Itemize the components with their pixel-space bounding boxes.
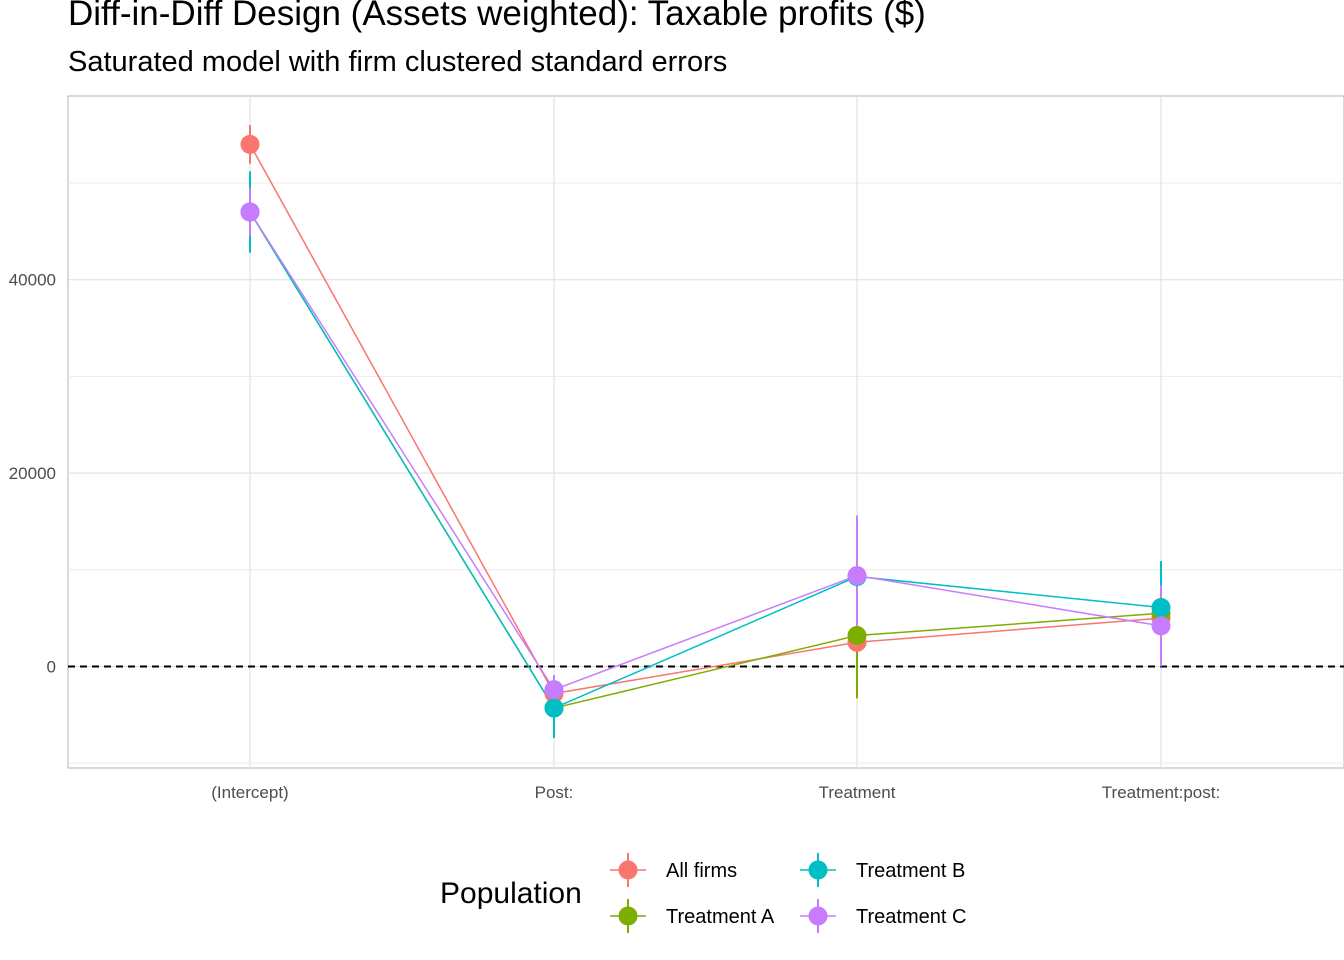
- legend-key-point: [618, 860, 638, 880]
- x-tick-label: (Intercept): [211, 783, 288, 802]
- chart-subtitle: Saturated model with firm clustered stan…: [68, 46, 728, 78]
- legend-label: Treatment B: [856, 860, 965, 882]
- data-point: [240, 134, 260, 154]
- legend-title: Population: [440, 877, 582, 910]
- y-tick-label: 20000: [9, 464, 56, 483]
- data-point: [847, 626, 867, 646]
- legend-item: Treatment B: [800, 853, 965, 887]
- legend-item: Treatment A: [610, 899, 775, 933]
- legend-key-point: [808, 906, 828, 926]
- data-point: [1151, 616, 1171, 636]
- series-line: [249, 211, 1162, 691]
- plot-border: [67, 95, 1344, 769]
- legend: Population All firms Treatment A Treatment …: [440, 853, 966, 933]
- y-tick-label: 0: [47, 657, 56, 676]
- legend-key-point: [808, 860, 828, 880]
- data-point: [544, 698, 564, 718]
- legend-key-point: [618, 906, 638, 926]
- x-tick-label: Treatment: [819, 783, 896, 802]
- data-point: [544, 680, 564, 700]
- x-tick-label: Treatment:post:: [1102, 783, 1220, 802]
- data-point: [847, 566, 867, 586]
- y-tick-label: 40000: [9, 271, 56, 290]
- x-tick-label: Post:: [535, 783, 574, 802]
- plot-panel: 0 20000 40000 (Intercept) Post: Treatment Trea…: [9, 95, 1344, 802]
- series-line: [249, 211, 1162, 709]
- legend-label: Treatment A: [666, 906, 775, 928]
- series-line: [249, 143, 1162, 695]
- legend-label: All firms: [666, 860, 737, 882]
- data-point: [1151, 597, 1171, 617]
- legend-label: Treatment C: [856, 906, 966, 928]
- legend-item: All firms: [610, 853, 737, 887]
- data-point: [240, 202, 260, 222]
- legend-item: Treatment C: [800, 899, 966, 933]
- chart-title: Diff-in-Diff Design (Assets weighted): T…: [68, 0, 926, 33]
